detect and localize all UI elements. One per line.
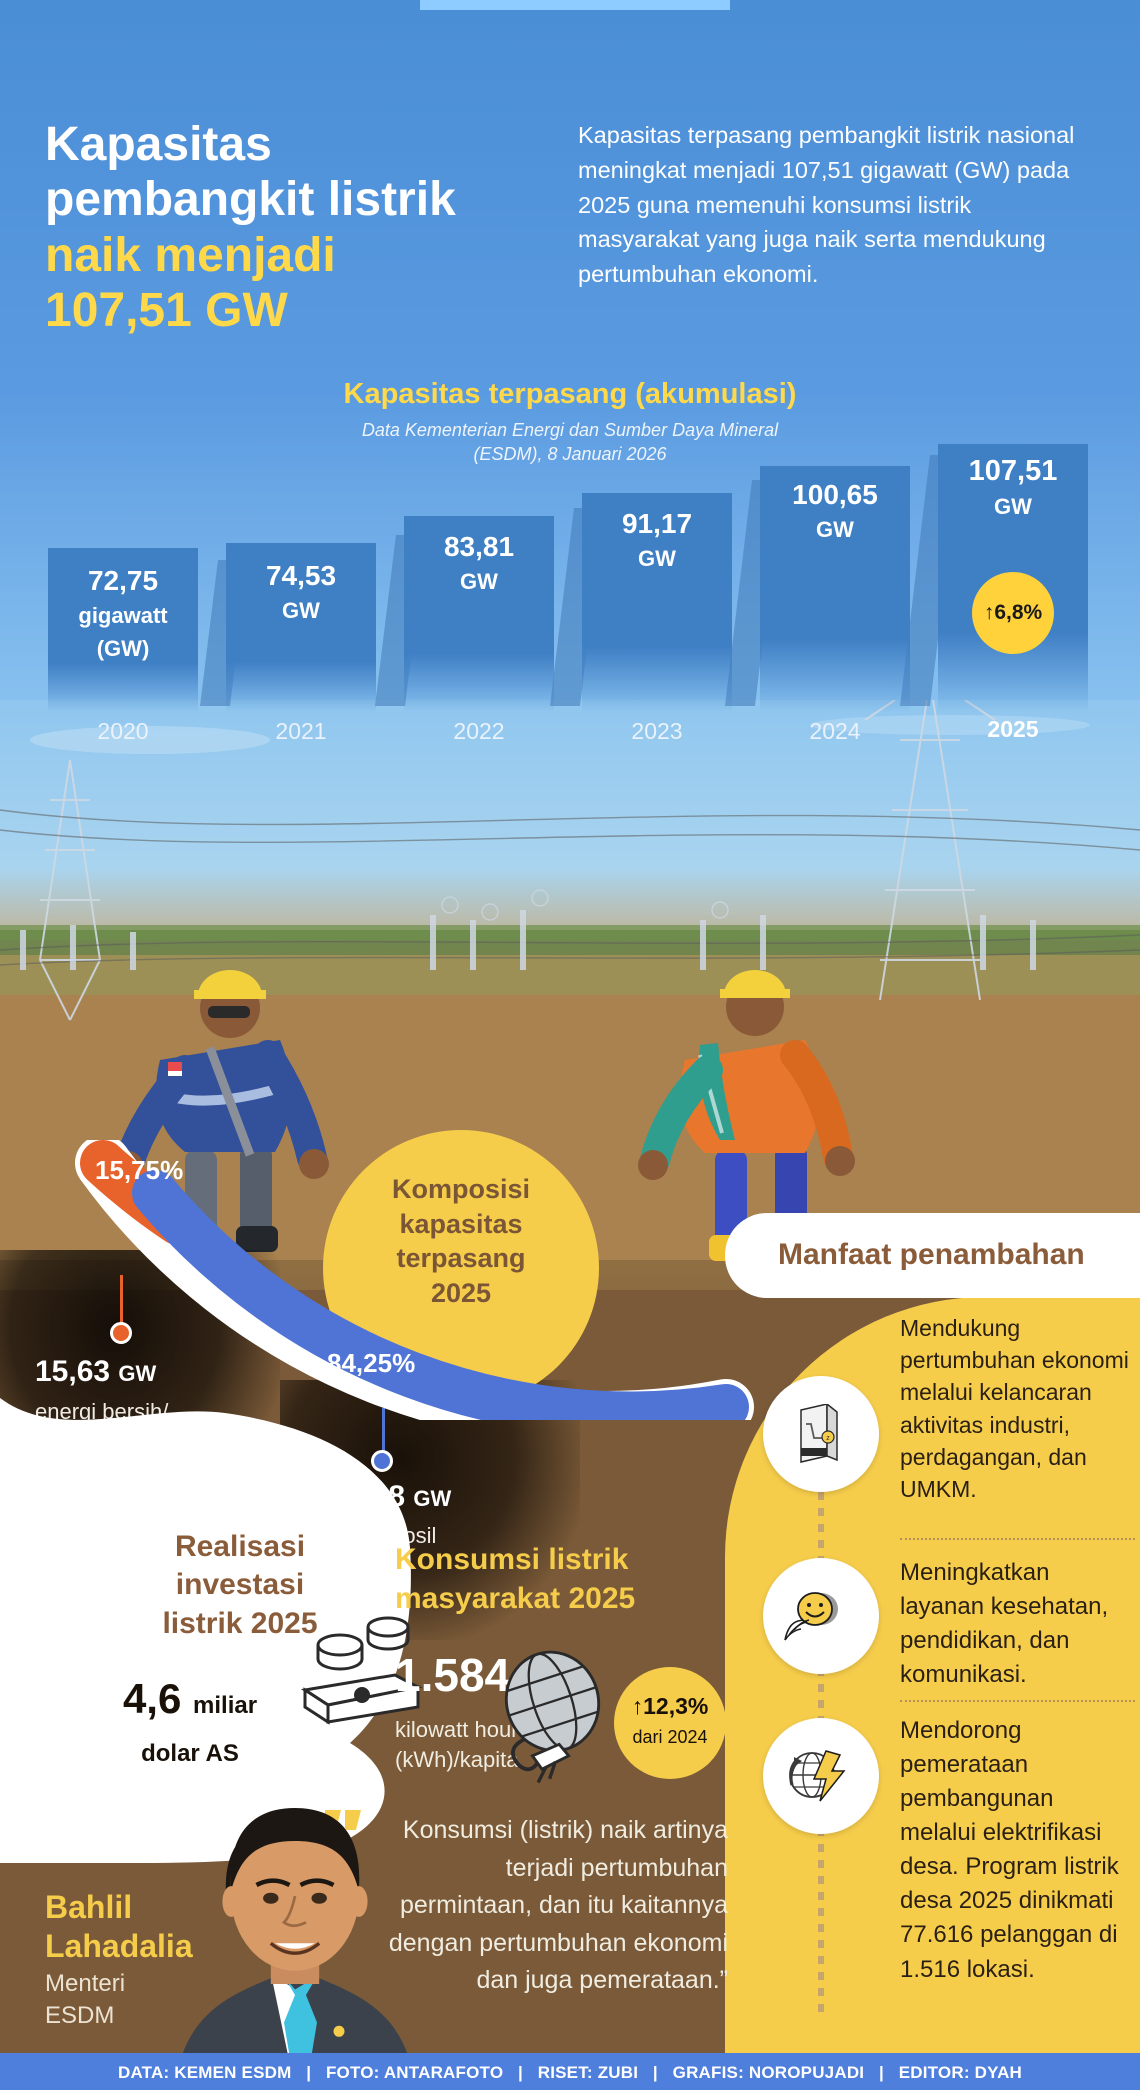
svg-text:z: z [826,1435,830,1442]
